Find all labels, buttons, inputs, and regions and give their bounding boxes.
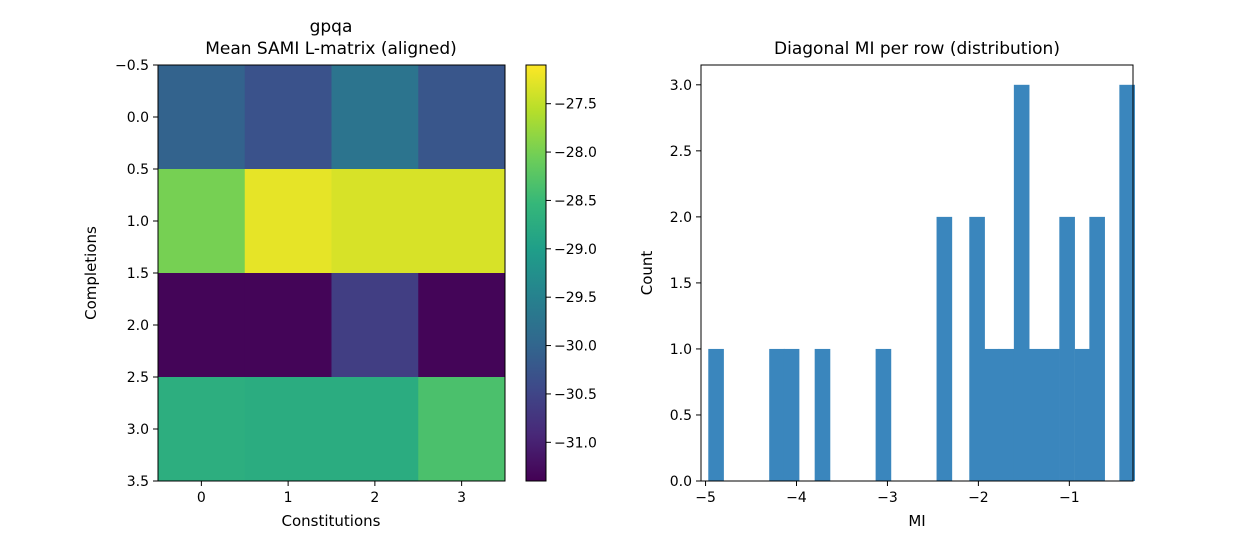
- heatmap-y-tick-label: 2.0: [127, 318, 149, 334]
- heatmap-cells: [158, 65, 506, 482]
- heatmap-cell-r1-c0: [158, 169, 246, 274]
- histogram-y-tick-label: 0.5: [670, 408, 692, 424]
- heatmap-cell-r0-c1: [244, 65, 332, 170]
- colorbar-tick-label: −30.5: [554, 387, 597, 403]
- colorbar-tick-label: −28.0: [554, 145, 597, 161]
- colorbar: −27.5 −28.0 −28.5 −29.0 −29.5 −30.0 −30.5 −31.0: [525, 64, 597, 482]
- histogram-bars: [708, 84, 1135, 482]
- heatmap-cell-r2-c1: [244, 273, 332, 378]
- heatmap-x-axis: 0 1 2 3: [197, 481, 466, 506]
- colorbar-gradient: [526, 65, 546, 481]
- histogram-y-tick-label: 3.0: [670, 78, 692, 94]
- histogram-x-axis-label: MI: [908, 512, 925, 530]
- heatmap-cell-r0-c3: [418, 65, 506, 170]
- histogram-x-tick-label: −4: [786, 490, 807, 506]
- heatmap-x-tick-label: 1: [284, 490, 293, 506]
- heatmap-cell-r3-c3: [418, 377, 506, 482]
- histogram-bar: [998, 348, 1015, 481]
- heatmap-cell-r3-c2: [331, 377, 419, 482]
- colorbar-tick-label: −28.5: [554, 193, 597, 209]
- heatmap-title-line2: Mean SAMI L-matrix (aligned): [205, 39, 457, 59]
- colorbar-frame: [525, 64, 547, 482]
- histogram-y-tick-label: 2.0: [670, 210, 692, 226]
- histogram-bar: [1013, 84, 1030, 482]
- histogram-bar: [708, 348, 724, 481]
- histogram-bar: [1028, 348, 1045, 481]
- histogram-bar: [783, 348, 800, 481]
- histogram-x-axis: −5 −4 −3 −2 −1: [695, 481, 1080, 506]
- heatmap-cell-r3-c1: [244, 377, 332, 482]
- histogram-x-tick-label: −3: [877, 490, 898, 506]
- heatmap-y-axis: −0.5 0.0 0.5 1.0 1.5 2.0 2.5 3.0 3.5: [115, 58, 158, 490]
- heatmap-y-tick-label: 3.0: [127, 422, 149, 438]
- heatmap-cell-r1-c2: [331, 169, 419, 274]
- colorbar-tick-label: −29.0: [554, 242, 597, 258]
- heatmap-y-tick-label: 1.5: [127, 266, 149, 282]
- heatmap-cell-r0-c2: [331, 65, 419, 170]
- heatmap-y-tick-label: 3.5: [127, 474, 149, 490]
- heatmap-x-axis-label: Constitutions: [282, 512, 381, 530]
- heatmap-title-line1: gpqa: [310, 17, 353, 37]
- colorbar-tick-label: −30.0: [554, 339, 597, 355]
- heatmap-y-tick-label: 0.0: [127, 110, 149, 126]
- histogram-bar: [1059, 216, 1075, 481]
- histogram-x-tick-label: −2: [968, 490, 989, 506]
- heatmap-cell-r3-c0: [158, 377, 246, 482]
- colorbar-tick-label: −27.5: [554, 97, 597, 113]
- histogram-bar: [1074, 348, 1091, 481]
- histogram-bar: [769, 348, 785, 481]
- histogram-y-axis-label: Count: [638, 251, 656, 296]
- histogram-panel: Diagonal MI per row (distribution) −5 −4−…: [638, 39, 1135, 530]
- histogram-y-tick-label: 1.0: [670, 342, 692, 358]
- heatmap-cell-r2-c2: [331, 273, 419, 378]
- histogram-bar: [936, 216, 953, 481]
- histogram-bar: [875, 348, 892, 481]
- histogram-bar: [1043, 348, 1060, 481]
- colorbar-tick-label: −29.5: [554, 290, 597, 306]
- histogram-title: Diagonal MI per row (distribution): [774, 39, 1060, 59]
- histogram-x-tick-label: −5: [695, 490, 716, 506]
- histogram-bar: [1089, 216, 1105, 481]
- histogram-y-tick-label: 1.5: [670, 276, 692, 292]
- histogram-frame: [700, 64, 1134, 482]
- heatmap-cell-r2-c0: [158, 273, 246, 378]
- heatmap-y-axis-label: Completions: [82, 226, 100, 320]
- histogram-y-tick-label: 2.5: [670, 144, 692, 160]
- heatmap-x-tick-label: 0: [197, 490, 206, 506]
- histogram-x-tick-label: −1: [1059, 490, 1080, 506]
- colorbar-ticks: −27.5 −28.0 −28.5 −29.0 −29.5 −30.0 −30.5 −31.0: [546, 97, 597, 451]
- heatmap-cell-r0-c0: [158, 65, 246, 170]
- heatmap-y-tick-label: 0.5: [127, 162, 149, 178]
- heatmap-cell-r1-c3: [418, 169, 506, 274]
- heatmap-y-tick-label: −0.5: [115, 58, 149, 74]
- heatmap-cell-r2-c3: [418, 273, 506, 378]
- heatmap-x-tick-label: 3: [457, 490, 466, 506]
- histogram-bar: [1119, 84, 1135, 482]
- histogram-y-tick-label: 0.0: [670, 474, 692, 490]
- heatmap-y-tick-label: 2.5: [127, 370, 149, 386]
- histogram-y-axis: 0.0 0.5 1.0 1.5 2.0 2.5 3.0: [670, 78, 701, 490]
- heatmap-cell-r1-c1: [244, 169, 332, 274]
- heatmap-panel: gpqa Mean SAMI L-matrix (aligned) 0 1 2 3 −…: [82, 17, 506, 530]
- histogram-bar: [983, 348, 1000, 481]
- histogram-bar: [814, 348, 831, 481]
- histogram-bar: [969, 216, 985, 481]
- heatmap-x-tick-label: 2: [370, 490, 379, 506]
- heatmap-y-tick-label: 1.0: [127, 214, 149, 230]
- colorbar-tick-label: −31.0: [554, 435, 597, 451]
